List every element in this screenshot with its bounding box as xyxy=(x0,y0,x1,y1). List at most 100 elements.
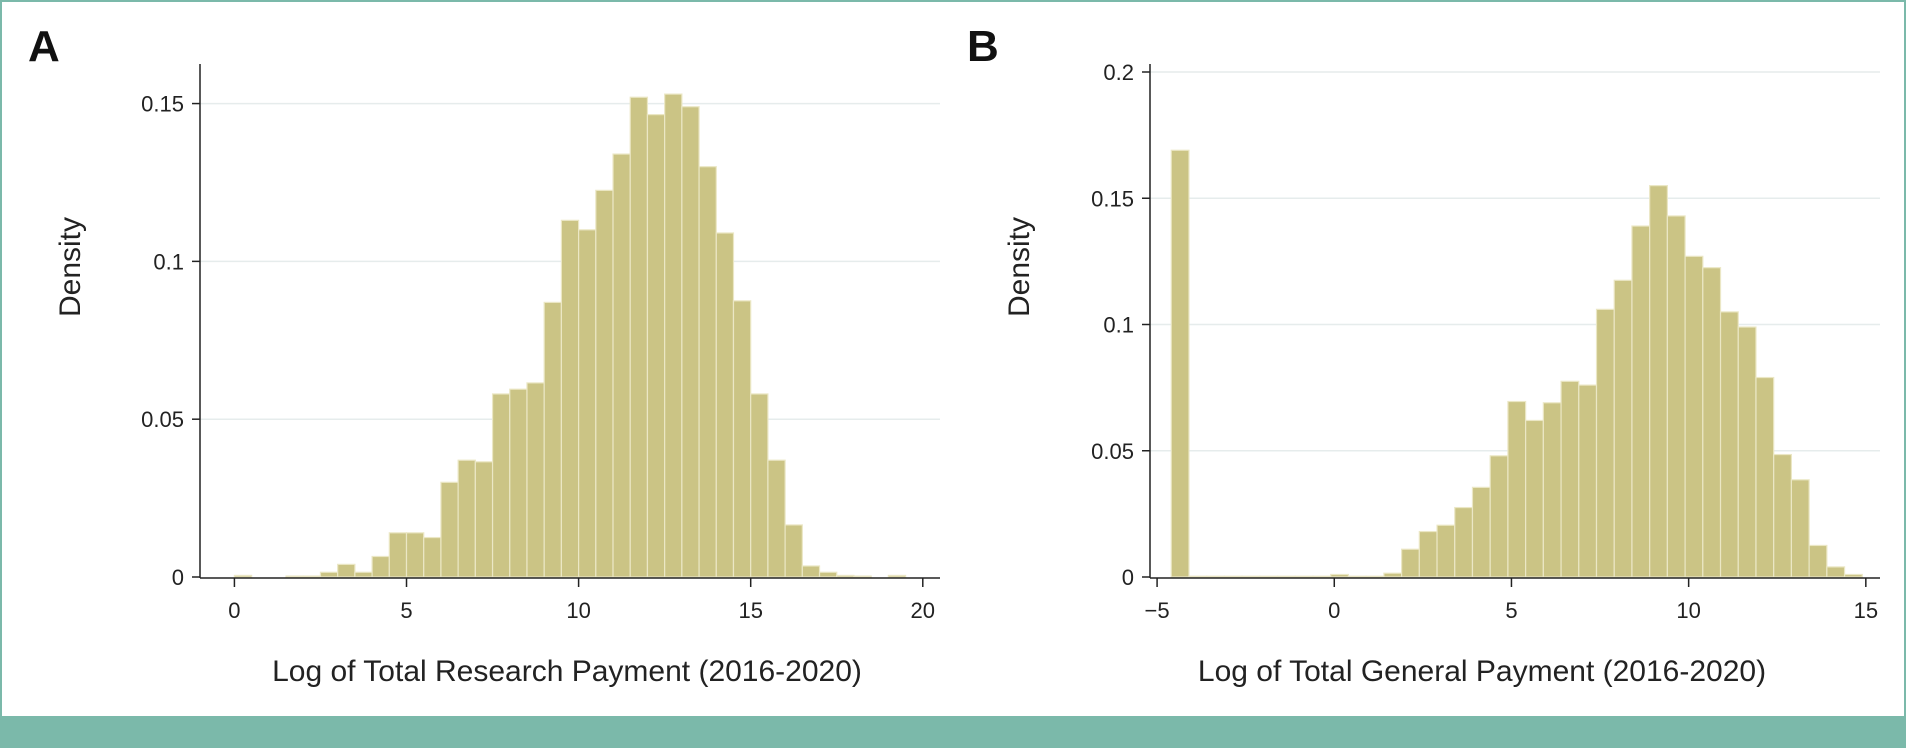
histogram-bar xyxy=(337,563,356,578)
histogram-bar xyxy=(457,459,476,578)
histogram-bar xyxy=(1826,566,1846,578)
histogram-bar xyxy=(1188,575,1208,578)
histogram-bar xyxy=(543,301,562,578)
histogram-bar xyxy=(1330,573,1350,578)
y-axis-label: Density xyxy=(54,217,87,317)
histogram-bar xyxy=(1294,575,1314,578)
panel-b-letter: B xyxy=(967,22,999,71)
histogram-bar xyxy=(1454,506,1474,578)
x-tick-label: 15 xyxy=(738,598,762,623)
histogram-bar xyxy=(1755,376,1775,578)
histogram-bar xyxy=(629,96,649,578)
histogram-bar xyxy=(354,571,373,578)
histogram-bar xyxy=(440,481,459,578)
bottom-band xyxy=(2,716,1904,746)
x-tick-label: 5 xyxy=(1505,598,1517,623)
histogram-bar xyxy=(1684,255,1704,578)
histogram-bar xyxy=(1631,225,1651,578)
histogram-bar xyxy=(1560,380,1580,578)
histogram-bar xyxy=(664,93,683,578)
histogram-bar xyxy=(1489,455,1509,578)
histogram-bar xyxy=(526,382,545,578)
histogram-bar xyxy=(371,555,390,578)
histogram-bar xyxy=(1790,479,1810,578)
histogram-bar xyxy=(1471,486,1491,578)
y-tick-label: 0 xyxy=(1122,565,1134,590)
histogram-bar xyxy=(1737,326,1757,578)
histogram-bar xyxy=(1613,279,1633,578)
histogram-bar xyxy=(767,459,786,578)
histogram-bar xyxy=(1312,575,1332,578)
histogram-bar xyxy=(612,153,631,578)
histogram-bar xyxy=(732,300,752,578)
x-tick-label: −5 xyxy=(1145,598,1170,623)
histogram-bar xyxy=(715,232,735,578)
histogram-bar xyxy=(1843,573,1863,578)
x-tick-label: 10 xyxy=(1676,598,1700,623)
histogram-research-payment: Density Log of Total Research Payment (2… xyxy=(54,64,940,688)
histogram-bar xyxy=(750,393,769,578)
histogram-bar xyxy=(319,571,339,578)
histogram-bar xyxy=(1773,453,1793,578)
histogram-bar xyxy=(818,571,838,578)
histogram-bar xyxy=(1383,572,1403,578)
histogram-bar xyxy=(1578,384,1598,578)
histogram-bar xyxy=(1170,149,1190,578)
histogram-bar xyxy=(1436,524,1456,578)
histogram-bar xyxy=(405,532,425,578)
y-tick-label: 0.1 xyxy=(153,249,184,274)
histogram-bar xyxy=(1808,544,1828,578)
histogram-bar xyxy=(836,574,855,578)
x-axis-label: Log of Total Research Payment (2016-2020… xyxy=(272,655,862,688)
histogram-bar xyxy=(509,388,528,578)
histogram-bar xyxy=(1276,575,1296,578)
histogram-bar xyxy=(853,575,872,578)
histogram-bar xyxy=(1507,400,1527,578)
x-tick-label: 5 xyxy=(400,598,412,623)
histogram-bar xyxy=(388,532,408,578)
y-tick-label: 0.05 xyxy=(1091,439,1134,464)
histogram-bar xyxy=(1649,185,1668,578)
x-tick-label: 0 xyxy=(1328,598,1340,623)
y-axis-label: Density xyxy=(1003,217,1036,317)
histogram-bar xyxy=(1206,575,1226,578)
histogram-general-payment: Density Log of Total General Payment (20… xyxy=(1003,60,1880,688)
histogram-bar xyxy=(1702,267,1722,578)
histogram-bar xyxy=(1542,402,1562,578)
panel-a-letter: A xyxy=(28,22,60,71)
histogram-bar xyxy=(801,565,821,578)
y-tick-label: 0.15 xyxy=(141,92,184,117)
y-tick-label: 0.1 xyxy=(1103,313,1134,338)
histogram-bar xyxy=(423,536,442,578)
x-axis-label: Log of Total General Payment (2016-2020) xyxy=(1198,655,1766,688)
y-tick-label: 0.15 xyxy=(1091,186,1134,211)
y-tick-label: 0.05 xyxy=(141,407,184,432)
histogram-bar xyxy=(1241,575,1261,578)
x-tick-label: 10 xyxy=(566,598,590,623)
histogram-bar xyxy=(1418,530,1438,578)
x-tick-label: 20 xyxy=(911,598,935,623)
histogram-bar xyxy=(646,114,666,578)
histogram-bar xyxy=(1401,548,1420,578)
histogram-bar xyxy=(560,219,580,578)
histogram-bar xyxy=(887,574,907,578)
histogram-bar xyxy=(1347,575,1367,578)
histogram-bar xyxy=(491,393,511,578)
histogram-bar xyxy=(302,575,322,578)
histogram-bar xyxy=(698,166,717,578)
histogram-bar xyxy=(233,574,253,578)
x-tick-label: 15 xyxy=(1854,598,1878,623)
histogram-bar xyxy=(595,189,614,578)
histogram-bar xyxy=(578,229,597,578)
histogram-bar xyxy=(1223,575,1243,578)
histogram-bar xyxy=(1666,215,1686,578)
histogram-bar xyxy=(1719,311,1739,578)
y-tick-label: 0 xyxy=(172,565,184,590)
histogram-bar xyxy=(1525,419,1544,578)
histogram-bar xyxy=(784,524,803,578)
histogram-bar xyxy=(681,106,700,578)
y-tick-label: 0.2 xyxy=(1103,60,1134,85)
histogram-bar xyxy=(285,575,304,578)
histogram-bar xyxy=(1365,575,1385,578)
